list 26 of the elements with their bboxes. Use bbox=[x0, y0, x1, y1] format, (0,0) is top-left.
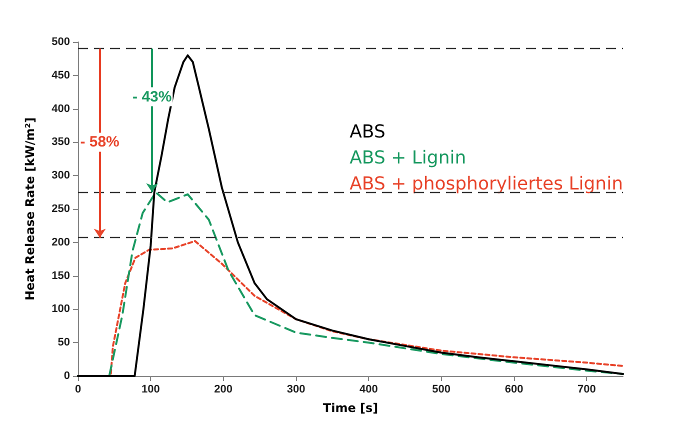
annotation: - 58% bbox=[80, 134, 120, 151]
x-tick-label: 200 bbox=[214, 384, 233, 396]
x-tick-label: 0 bbox=[74, 384, 82, 396]
x-tick-label: 500 bbox=[432, 384, 451, 396]
y-tick-label: 200 bbox=[52, 236, 70, 248]
x-tick-label: 300 bbox=[286, 384, 306, 396]
y-tick-label: 400 bbox=[52, 102, 70, 115]
y-tick-label: 150 bbox=[52, 270, 70, 282]
text: ABS + Lignin bbox=[350, 148, 466, 168]
y-axis-title: Heat Release Rate [kW/m²] bbox=[23, 117, 37, 301]
x-axis-title: Time [s] bbox=[322, 401, 378, 415]
y-tick-label: 450 bbox=[52, 69, 70, 82]
x-tick-label: 100 bbox=[141, 384, 160, 396]
x-tick-label: 700 bbox=[577, 384, 596, 396]
y-tick-label: 500 bbox=[52, 36, 70, 48]
y-tick-label: 250 bbox=[52, 203, 70, 215]
y-tick-label: 50 bbox=[58, 336, 70, 349]
text: ABS bbox=[350, 122, 386, 142]
text: ABS + phosphoryliertes Lignin bbox=[350, 174, 624, 194]
y-tick-label: 350 bbox=[52, 136, 70, 148]
x-tick-label: 400 bbox=[359, 384, 378, 396]
x-tick-label: 600 bbox=[504, 384, 524, 396]
annotation: - 43% bbox=[132, 88, 172, 106]
y-tick-label: 100 bbox=[52, 303, 70, 316]
y-tick-label: 300 bbox=[52, 170, 70, 182]
y-tick-label: 0 bbox=[64, 370, 70, 382]
